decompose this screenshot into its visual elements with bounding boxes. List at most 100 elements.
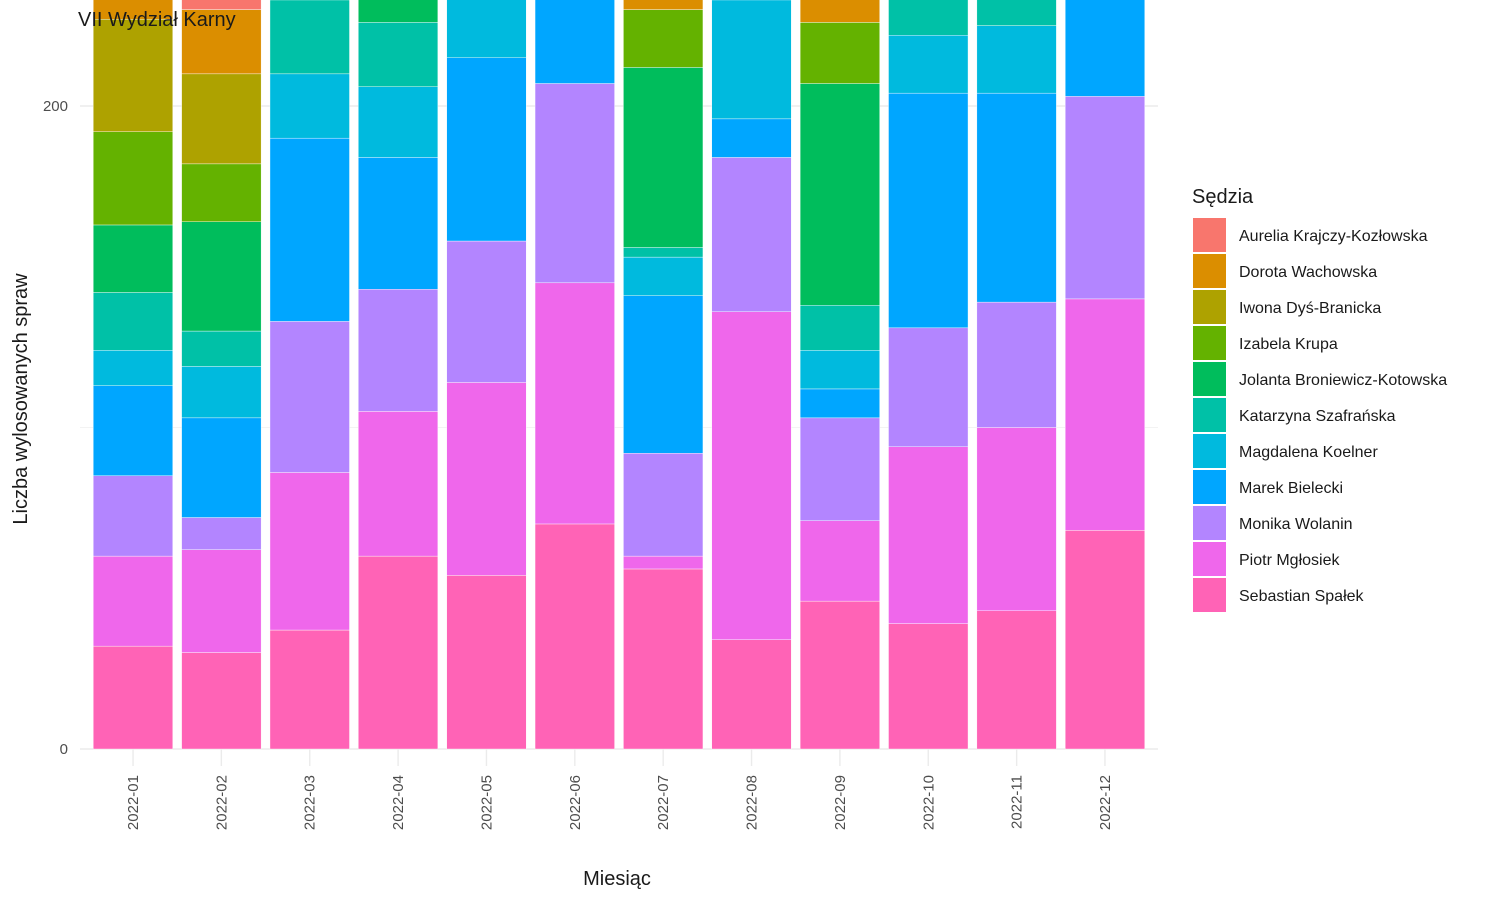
bar-segment	[93, 645, 173, 750]
legend-label: Monika Wolanin	[1239, 516, 1353, 533]
bar-segment	[888, 0, 969, 36]
bar-segment	[799, 388, 880, 419]
bar-segment	[93, 350, 173, 386]
bar-segment	[711, 639, 792, 750]
bar-segment	[93, 292, 173, 351]
legend-label: Iwona Dyś-Branicka	[1239, 300, 1381, 317]
legend-swatch	[1193, 218, 1226, 252]
bar-segment	[623, 9, 704, 68]
bar-segment	[181, 517, 262, 550]
bar-segment	[93, 475, 173, 557]
legend-swatch	[1193, 326, 1226, 360]
x-axis-title: Miesiąc	[583, 868, 651, 890]
bar-segment	[976, 25, 1057, 94]
bar-segment	[358, 22, 439, 87]
bar-segment	[446, 575, 527, 750]
bars	[93, 0, 1145, 750]
bar-segment	[888, 327, 969, 447]
bar-segment	[358, 86, 439, 158]
bar-segment	[269, 472, 350, 631]
x-tick-label: 2022-08	[744, 775, 761, 830]
bar-segment	[711, 157, 792, 312]
bar-segment	[711, 0, 792, 120]
x-tick-label: 2022-10	[920, 775, 937, 830]
bar-segment	[93, 385, 173, 476]
x-tick-label: 2022-01	[125, 775, 142, 830]
bar-segment	[1065, 96, 1145, 300]
bar-segment	[623, 295, 704, 454]
x-tick-label: 2022-03	[302, 775, 319, 830]
bar-segment	[976, 92, 1057, 303]
legend-swatch	[1193, 578, 1226, 612]
bar-segment	[93, 18, 173, 132]
bar-segment	[181, 417, 262, 518]
bar-segment	[358, 411, 439, 557]
bar-segment	[799, 305, 880, 351]
legend-label: Aurelia Krajczy-Kozłowska	[1239, 228, 1428, 245]
legend-swatch	[1193, 254, 1226, 288]
legend-swatch	[1193, 290, 1226, 324]
bar-segment	[888, 623, 969, 750]
bar-segment	[181, 652, 262, 750]
bar-segment	[93, 224, 173, 293]
bar-segment	[976, 610, 1057, 750]
x-tick-label: 2022-07	[655, 775, 672, 830]
legend-swatch	[1193, 506, 1226, 540]
bar-segment	[1065, 0, 1145, 97]
legend-swatch	[1193, 470, 1226, 504]
legend: Sędzia Aurelia Krajczy-Kozłowska Dorota W…	[1192, 186, 1447, 612]
bar-segment	[446, 382, 527, 576]
x-tick-label: 2022-11	[1009, 775, 1026, 829]
legend-title: Sędzia	[1192, 186, 1254, 208]
bar-segment	[358, 555, 439, 750]
legend-swatch	[1193, 542, 1226, 576]
bar-segment	[534, 83, 615, 284]
bar-segment	[799, 600, 880, 750]
legend-swatch	[1193, 398, 1226, 432]
bar-segment	[1065, 298, 1145, 531]
bar-segment	[711, 118, 792, 158]
bar-segment	[623, 568, 704, 750]
bar-segment	[623, 555, 704, 570]
bar-segment	[181, 549, 262, 653]
bar-segment	[269, 137, 350, 322]
bar-segment	[181, 163, 262, 222]
bar-segment	[799, 83, 880, 306]
legend-label: Katarzyna Szafrańska	[1239, 408, 1396, 425]
bar-segment	[534, 282, 615, 525]
bar-segment	[93, 555, 173, 647]
x-tick-label: 2022-12	[1097, 775, 1114, 830]
bar-segment	[623, 453, 704, 557]
y-tick-label: 200	[43, 98, 68, 115]
bar-segment	[534, 0, 615, 84]
bar-segment	[93, 0, 173, 20]
x-tick-label: 2022-04	[390, 775, 407, 830]
bar-segment	[799, 22, 880, 84]
bar-segment	[358, 289, 439, 412]
bar-segment	[446, 0, 527, 58]
legend-label: Jolanta Broniewicz-Kotowska	[1239, 372, 1447, 389]
bar-segment	[269, 321, 350, 473]
bar-segment	[93, 131, 173, 226]
bar-segment	[446, 240, 527, 383]
legend-label: Piotr Mgłosiek	[1239, 552, 1340, 569]
legend-label: Dorota Wachowska	[1239, 264, 1377, 281]
bar-segment	[181, 366, 262, 419]
bar-segment	[799, 520, 880, 602]
bar-segment	[269, 73, 350, 139]
bar-segment	[181, 9, 262, 75]
legend-label: Magdalena Koelner	[1239, 444, 1378, 461]
axis-ticks: 02004006002022-012022-022022-032022-0420…	[43, 98, 1114, 830]
bar-segment	[711, 311, 792, 640]
bar-segment	[799, 0, 880, 23]
x-tick-label: 2022-09	[832, 775, 849, 830]
legend-label: Sebastian Spałek	[1239, 588, 1365, 605]
bar-segment	[623, 247, 704, 258]
bar-segment	[976, 0, 1057, 26]
bar-segment	[269, 0, 350, 75]
x-tick-label: 2022-02	[213, 775, 230, 830]
bar-segment	[623, 0, 704, 10]
bar-segment	[181, 221, 262, 332]
